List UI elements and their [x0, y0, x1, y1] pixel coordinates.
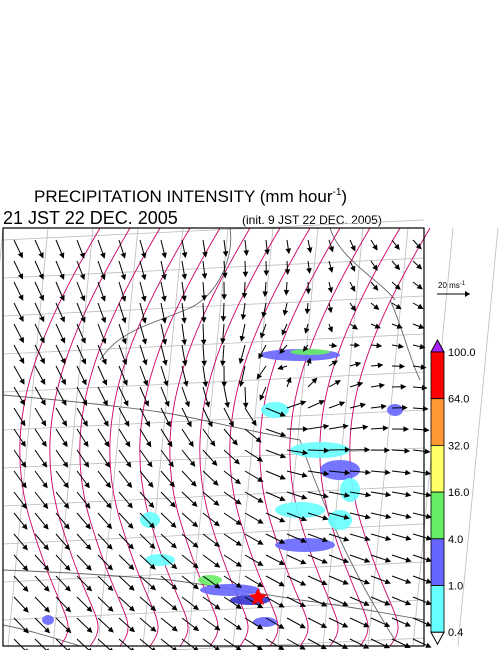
precipitation-area [387, 404, 403, 416]
precipitation-area [290, 349, 330, 355]
wind-arrow-head [426, 493, 430, 497]
precipitation-area [200, 584, 260, 596]
wind-arrow-head [426, 601, 430, 605]
colorbar-segment [431, 492, 444, 539]
colorbar-label: 16.0 [448, 487, 469, 499]
colorbar-label: 64.0 [448, 394, 469, 406]
colorbar-label: 4.0 [448, 534, 463, 546]
precipitation-area [320, 460, 360, 480]
colorbar-under [431, 632, 444, 644]
colorbar-segment [431, 586, 444, 633]
wind-arrow-head [426, 644, 430, 648]
colorbar-segment [431, 445, 444, 492]
colorbar: 100.0 64.0 32.0 16.0 4.0 1.0 0.4 [431, 340, 476, 644]
colorbar-segment [431, 399, 444, 446]
wind-scale-label: 20 ms-1 [438, 281, 466, 290]
map-area [0, 220, 498, 650]
colorbar-label: 100.0 [448, 347, 476, 359]
valid-time: 21 JST 22 DEC. 2005 [3, 208, 178, 228]
title: PRECIPITATION INTENSITY (mm hour-1) [34, 187, 347, 206]
colorbar-label: 32.0 [448, 440, 469, 452]
init-time: (init. 9 JST 22 DEC. 2005) [242, 213, 382, 227]
colorbar-segment [431, 539, 444, 586]
wind-arrow-head [421, 365, 425, 369]
wind-arrow-head [424, 428, 428, 432]
wind-arrow-head [426, 515, 430, 519]
wind-arrow-head [426, 622, 430, 626]
colorbar-label: 0.4 [448, 627, 463, 639]
wind-arrow-head [427, 536, 431, 540]
wind-arrow-head [258, 646, 262, 650]
precipitation-area [328, 510, 352, 530]
graticule [458, 228, 498, 646]
precipitation-area [340, 478, 360, 502]
colorbar-segment [431, 352, 444, 399]
colorbar-label: 1.0 [448, 581, 463, 593]
wind-arrow-head [427, 558, 431, 562]
precipitation-area [42, 615, 54, 625]
wind-scale-head [465, 291, 470, 297]
wind-arrow-head [425, 449, 429, 453]
wind-arrow-head [427, 579, 431, 583]
precipitation-area [198, 575, 222, 585]
